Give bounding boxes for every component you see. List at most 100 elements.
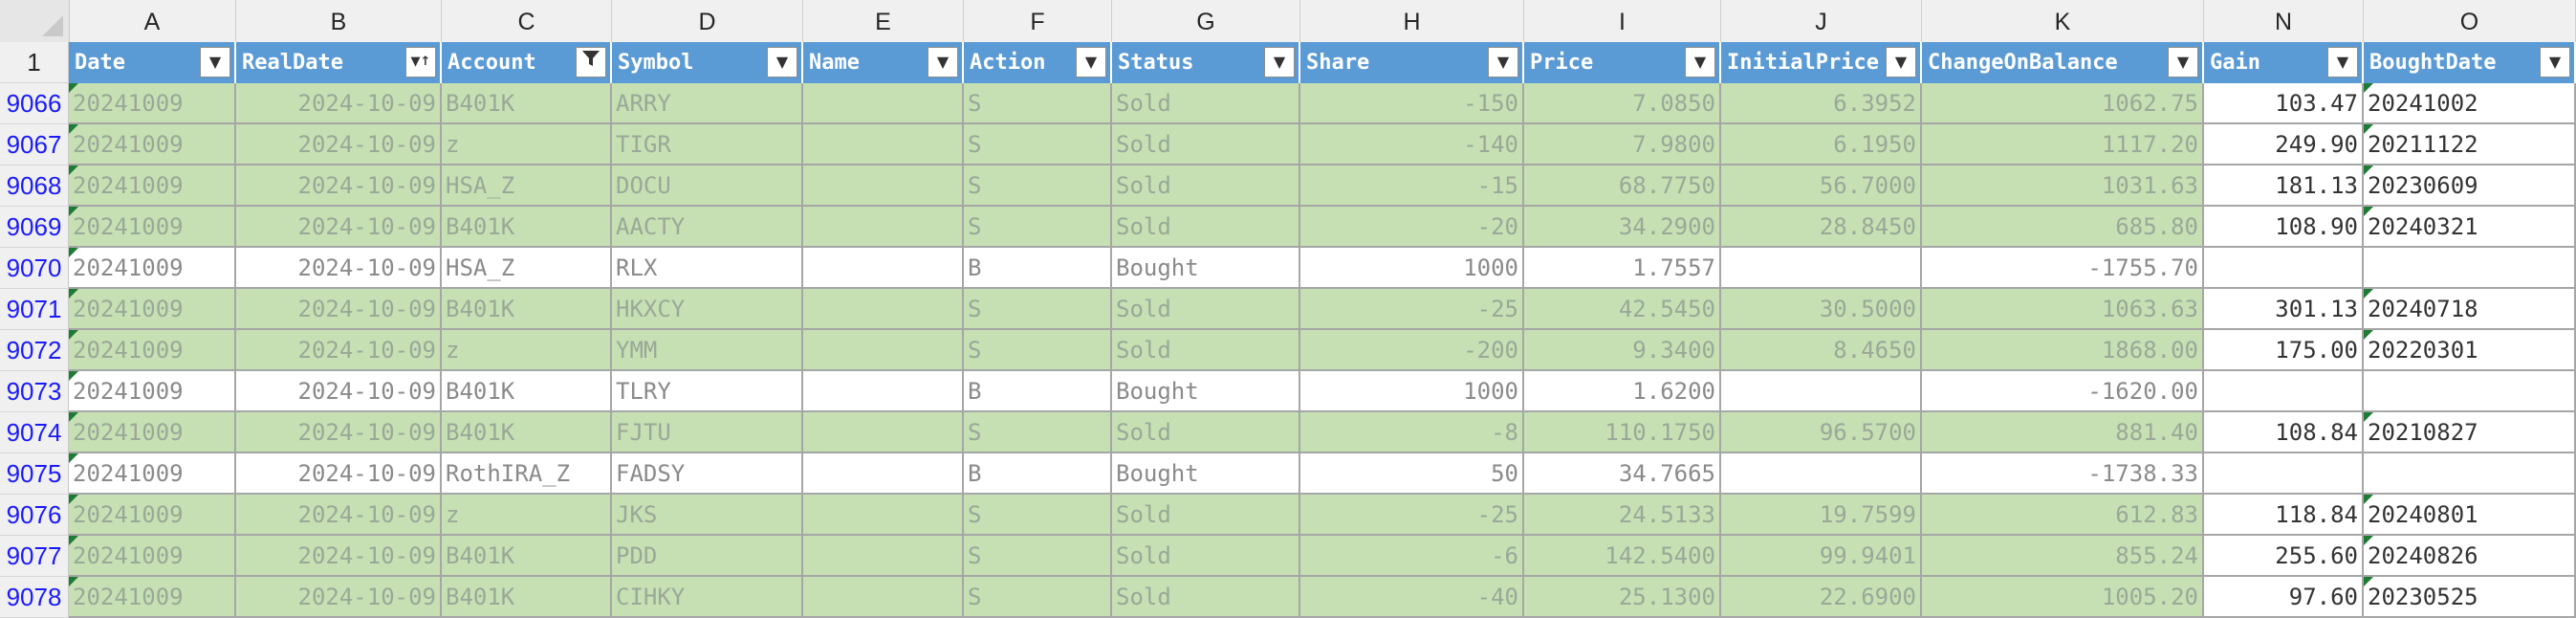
cell-c[interactable]: RothIRA_Z — [442, 453, 612, 495]
column-header-k[interactable]: K — [1922, 0, 2204, 42]
cell-n[interactable]: 103.47 — [2204, 83, 2364, 124]
cell-o[interactable]: 20230525 — [2364, 577, 2576, 618]
cell-n[interactable] — [2204, 248, 2364, 289]
dropdown-arrow-icon[interactable]: ▼ — [2168, 47, 2198, 77]
cell-i[interactable]: 9.3400 — [1524, 330, 1721, 371]
cell-h[interactable]: -20 — [1300, 207, 1524, 248]
cell-c[interactable]: B401K — [442, 577, 612, 618]
cell-h[interactable]: -6 — [1300, 536, 1524, 577]
cell-f[interactable]: S — [964, 166, 1112, 207]
cell-e[interactable] — [803, 536, 964, 577]
cell-n[interactable]: 255.60 — [2204, 536, 2364, 577]
dropdown-arrow-icon[interactable]: ▼ — [1886, 47, 1916, 77]
row-header-9078[interactable]: 9078 — [0, 577, 69, 618]
cell-a[interactable]: 20241009 — [69, 495, 236, 536]
cell-d[interactable]: ARRY — [612, 83, 803, 124]
cell-d[interactable]: DOCU — [612, 166, 803, 207]
cell-j[interactable]: 99.9401 — [1721, 536, 1922, 577]
cell-n[interactable]: 108.90 — [2204, 207, 2364, 248]
cell-e[interactable] — [803, 371, 964, 412]
cell-b[interactable]: 2024-10-09 — [236, 495, 442, 536]
row-header-9070[interactable]: 9070 — [0, 248, 69, 289]
row-header-9073[interactable]: 9073 — [0, 371, 69, 412]
cell-d[interactable]: RLX — [612, 248, 803, 289]
cell-o[interactable]: 20211122 — [2364, 124, 2576, 166]
cell-k[interactable]: 612.83 — [1922, 495, 2204, 536]
cell-b[interactable]: 2024-10-09 — [236, 412, 442, 453]
cell-b[interactable]: 2024-10-09 — [236, 577, 442, 618]
cell-c[interactable]: z — [442, 124, 612, 166]
cell-b[interactable]: 2024-10-09 — [236, 124, 442, 166]
cell-c[interactable]: HSA_Z — [442, 248, 612, 289]
cell-b[interactable]: 2024-10-09 — [236, 207, 442, 248]
cell-a[interactable]: 20241009 — [69, 371, 236, 412]
cell-k[interactable]: 881.40 — [1922, 412, 2204, 453]
column-header-h[interactable]: H — [1300, 0, 1524, 42]
sort-ascending-icon[interactable]: ▼↑ — [405, 47, 436, 77]
cell-o[interactable]: 20240321 — [2364, 207, 2576, 248]
cell-h[interactable]: 1000 — [1300, 248, 1524, 289]
row-header-9076[interactable]: 9076 — [0, 495, 69, 536]
dropdown-arrow-icon[interactable]: ▼ — [200, 47, 230, 77]
cell-h[interactable]: -40 — [1300, 577, 1524, 618]
cell-g[interactable]: Sold — [1112, 166, 1300, 207]
cell-k[interactable]: -1620.00 — [1922, 371, 2204, 412]
cell-k[interactable]: 1868.00 — [1922, 330, 2204, 371]
cell-g[interactable]: Bought — [1112, 453, 1300, 495]
dropdown-arrow-icon[interactable]: ▼ — [1264, 47, 1295, 77]
cell-k[interactable]: 1031.63 — [1922, 166, 2204, 207]
filter-funnel-icon[interactable] — [576, 47, 606, 77]
dropdown-arrow-icon[interactable]: ▼ — [928, 47, 958, 77]
cell-h[interactable]: -140 — [1300, 124, 1524, 166]
cell-h[interactable]: -200 — [1300, 330, 1524, 371]
cell-k[interactable]: 1005.20 — [1922, 577, 2204, 618]
row-header-9077[interactable]: 9077 — [0, 536, 69, 577]
column-header-f[interactable]: F — [964, 0, 1112, 42]
cell-g[interactable]: Sold — [1112, 330, 1300, 371]
cell-e[interactable] — [803, 207, 964, 248]
cell-a[interactable]: 20241009 — [69, 166, 236, 207]
cell-j[interactable]: 6.3952 — [1721, 83, 1922, 124]
cell-n[interactable]: 118.84 — [2204, 495, 2364, 536]
cell-h[interactable]: 50 — [1300, 453, 1524, 495]
cell-a[interactable]: 20241009 — [69, 453, 236, 495]
cell-a[interactable]: 20241009 — [69, 330, 236, 371]
cell-d[interactable]: YMM — [612, 330, 803, 371]
cell-o[interactable] — [2364, 248, 2576, 289]
cell-j[interactable]: 19.7599 — [1721, 495, 1922, 536]
cell-j[interactable]: 56.7000 — [1721, 166, 1922, 207]
cell-c[interactable]: B401K — [442, 207, 612, 248]
cell-d[interactable]: PDD — [612, 536, 803, 577]
column-header-g[interactable]: G — [1112, 0, 1300, 42]
cell-o[interactable]: 20220301 — [2364, 330, 2576, 371]
cell-e[interactable] — [803, 495, 964, 536]
cell-a[interactable]: 20241009 — [69, 124, 236, 166]
column-header-b[interactable]: B — [236, 0, 442, 42]
cell-f[interactable]: S — [964, 577, 1112, 618]
cell-f[interactable]: B — [964, 371, 1112, 412]
cell-o[interactable]: 20240826 — [2364, 536, 2576, 577]
cell-c[interactable]: z — [442, 495, 612, 536]
cell-c[interactable]: HSA_Z — [442, 166, 612, 207]
row-header-9068[interactable]: 9068 — [0, 166, 69, 207]
cell-f[interactable]: S — [964, 495, 1112, 536]
row-header-9072[interactable]: 9072 — [0, 330, 69, 371]
cell-b[interactable]: 2024-10-09 — [236, 289, 442, 330]
cell-k[interactable]: -1755.70 — [1922, 248, 2204, 289]
cell-n[interactable]: 175.00 — [2204, 330, 2364, 371]
cell-e[interactable] — [803, 453, 964, 495]
cell-n[interactable]: 97.60 — [2204, 577, 2364, 618]
cell-f[interactable]: S — [964, 330, 1112, 371]
cell-e[interactable] — [803, 166, 964, 207]
cell-a[interactable]: 20241009 — [69, 83, 236, 124]
cell-b[interactable]: 2024-10-09 — [236, 371, 442, 412]
column-header-a[interactable]: A — [69, 0, 236, 42]
cell-a[interactable]: 20241009 — [69, 412, 236, 453]
cell-i[interactable]: 142.5400 — [1524, 536, 1721, 577]
cell-d[interactable]: TIGR — [612, 124, 803, 166]
cell-o[interactable]: 20210827 — [2364, 412, 2576, 453]
cell-g[interactable]: Sold — [1112, 124, 1300, 166]
cell-j[interactable]: 6.1950 — [1721, 124, 1922, 166]
column-header-e[interactable]: E — [803, 0, 964, 42]
row-header-1[interactable]: 1 — [0, 42, 69, 83]
